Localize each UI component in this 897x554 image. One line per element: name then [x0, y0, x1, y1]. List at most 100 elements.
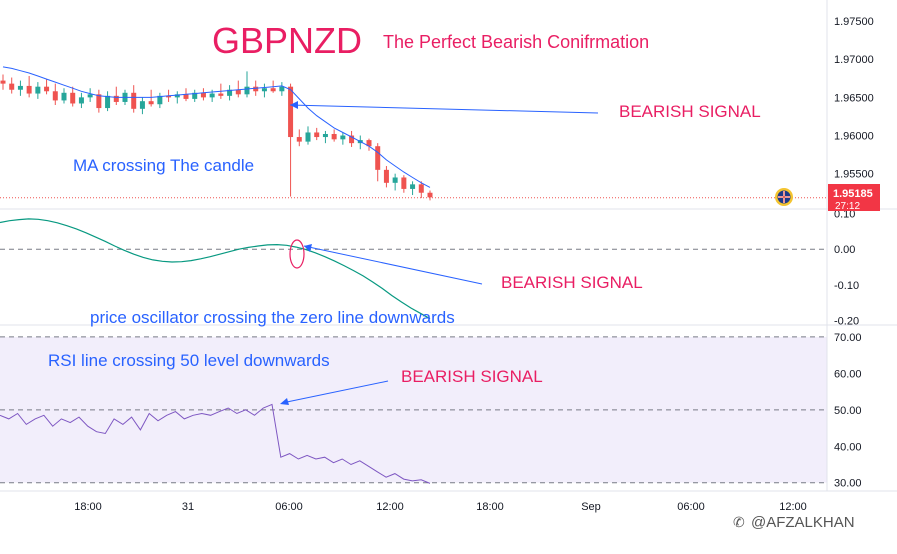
- candle-body: [157, 95, 163, 105]
- price-tick-label: 1.96000: [834, 131, 874, 143]
- chart-title: GBPNZD: [212, 20, 362, 61]
- rsi-tick-label: 70.00: [834, 332, 862, 344]
- candle-body: [349, 135, 355, 144]
- candle-body: [288, 86, 294, 138]
- chart-subtitle: The Perfect Bearish Conifrmation: [383, 32, 649, 52]
- time-axis: 18:00 31 06:00 12:00 18:00 Sep 06:00 12:00: [74, 501, 807, 513]
- oscillator-axis: 0.10 0.00 -0.10 -0.20: [834, 209, 859, 328]
- time-tick-label: 31: [182, 501, 194, 513]
- candle-body: [148, 101, 154, 105]
- candle-body: [401, 177, 407, 189]
- candle: [61, 88, 67, 104]
- candle: [410, 181, 416, 196]
- candle-body: [296, 137, 302, 142]
- time-tick-label: 06:00: [677, 501, 705, 513]
- candle: [87, 88, 93, 102]
- candle-body: [253, 86, 259, 92]
- price-bearish-label: BEARISH SIGNAL: [619, 102, 761, 121]
- candle-body: [244, 86, 250, 95]
- candle-body: [305, 132, 311, 142]
- watermark-icon: ✆: [733, 514, 745, 530]
- rsi-tick-label: 60.00: [834, 368, 862, 380]
- candle-body: [61, 92, 67, 101]
- price-tick-label: 1.95500: [834, 169, 874, 181]
- candle-body: [375, 146, 381, 170]
- price-tick-label: 1.96500: [834, 92, 874, 104]
- watermark: ✆ @AFZALKHAN: [733, 514, 855, 531]
- time-tick-label: 18:00: [476, 501, 504, 513]
- candle-body: [200, 92, 206, 98]
- price-axis: 1.97500 1.97000 1.96500 1.96000 1.95500: [834, 16, 874, 181]
- candle: [418, 181, 424, 199]
- candle: [139, 97, 145, 115]
- annotation-arrow-rsi: [280, 380, 389, 405]
- oscillator-line: [0, 218, 431, 320]
- candle-body: [279, 86, 285, 92]
- candle: [131, 85, 137, 113]
- rsi-line: [0, 403, 431, 484]
- candle: [17, 80, 23, 96]
- candle: [96, 89, 102, 113]
- price-tick-label: 1.97000: [834, 54, 874, 66]
- rsi-tick-label: 30.00: [834, 478, 862, 490]
- time-tick-label: 12:00: [376, 501, 404, 513]
- oscillator-crossing-label: price oscillator crossing the zero line …: [90, 308, 455, 327]
- rsi-tick-label: 40.00: [834, 441, 862, 453]
- candle-body: [270, 88, 276, 92]
- flag-icon[interactable]: [775, 188, 793, 206]
- candle: [52, 83, 58, 105]
- candle: [314, 127, 320, 141]
- candle-body: [383, 169, 389, 183]
- candle: [427, 190, 433, 201]
- oscillator-tick-label: 0.10: [834, 209, 855, 221]
- current-price-value: 1.95185: [833, 188, 873, 200]
- candle: [35, 82, 41, 99]
- candle: [331, 129, 337, 142]
- candle: [44, 79, 50, 95]
- candle-body: [340, 135, 346, 140]
- candle-body: [322, 133, 328, 138]
- candle: [261, 83, 267, 98]
- candle-body: [96, 94, 102, 109]
- candle: [296, 129, 302, 147]
- candle: [227, 85, 233, 101]
- candle: [401, 175, 407, 193]
- time-tick-label: 18:00: [74, 501, 102, 513]
- candle: [392, 173, 398, 191]
- candle-body: [113, 95, 119, 102]
- candle-body: [314, 132, 320, 138]
- candle: [200, 88, 206, 101]
- moving-average-line: [2, 66, 431, 188]
- candle-body: [52, 91, 58, 101]
- oscillator-tick-label: -0.20: [834, 315, 859, 327]
- ma-crossing-label: MA crossing The candle: [73, 156, 254, 175]
- candle: [349, 130, 355, 147]
- candle: [174, 91, 180, 104]
- candle: [244, 71, 250, 98]
- price-tick-label: 1.97500: [834, 16, 874, 28]
- annotation-arrow-price: [289, 101, 599, 114]
- rsi-axis: 70.00 60.00 50.00 40.00 30.00: [834, 332, 862, 490]
- candle: [9, 77, 15, 94]
- candle-body: [227, 89, 233, 96]
- candle-body: [105, 95, 111, 109]
- candle-body: [174, 94, 180, 98]
- candle-body: [331, 133, 337, 140]
- candle: [148, 89, 154, 107]
- candle-body: [131, 92, 137, 109]
- candle: [322, 130, 328, 144]
- candle: [78, 92, 84, 109]
- candle-body: [261, 88, 267, 92]
- candle: [70, 86, 76, 107]
- candle-body: [44, 86, 50, 92]
- candle: [157, 92, 163, 109]
- candle-body: [9, 83, 15, 90]
- candle-body: [366, 140, 372, 147]
- candle-body: [427, 192, 433, 198]
- candle-body: [78, 97, 84, 104]
- time-tick-label: Sep: [581, 501, 601, 513]
- rsi-crossing-label: RSI line crossing 50 level downwards: [48, 351, 330, 370]
- rsi-tick-label: 50.00: [834, 405, 862, 417]
- candle: [192, 89, 198, 102]
